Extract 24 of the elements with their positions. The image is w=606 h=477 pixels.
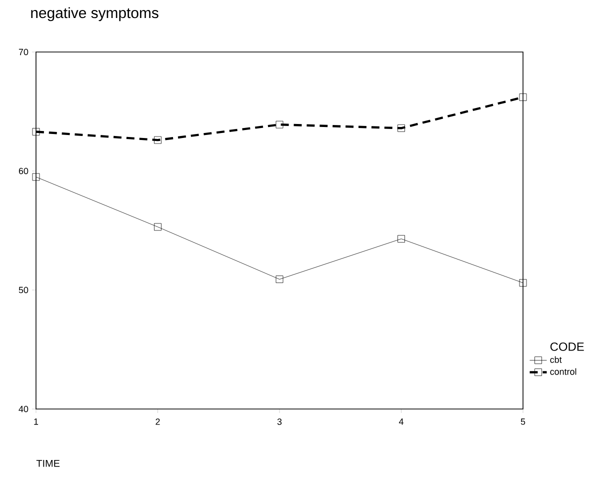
x-tick-label: 2 [156, 418, 160, 425]
point [398, 235, 405, 243]
legend-label: control [550, 368, 576, 375]
point [276, 120, 284, 128]
legend-label: cbt [550, 356, 562, 363]
x-axis-title: TIME [36, 460, 60, 467]
point [519, 94, 527, 101]
y-tick-label: 50 [18, 286, 28, 294]
point [32, 128, 40, 136]
point [276, 276, 284, 283]
point [398, 124, 405, 132]
x-tick-label: 5 [520, 418, 526, 425]
y-tick-label: 60 [18, 168, 28, 174]
legend-title: CODE [550, 342, 584, 351]
x-tick-label: 3 [277, 418, 282, 425]
point [154, 223, 162, 231]
x-tick-label: 4 [398, 418, 404, 425]
x-tick-label: 1 [34, 418, 38, 425]
point [519, 279, 527, 287]
y-tick-label: 70 [18, 48, 28, 56]
point [154, 136, 162, 144]
y-tick-label: 40 [18, 406, 28, 412]
chart-title: negative symptoms [31, 7, 158, 22]
point [32, 173, 40, 181]
